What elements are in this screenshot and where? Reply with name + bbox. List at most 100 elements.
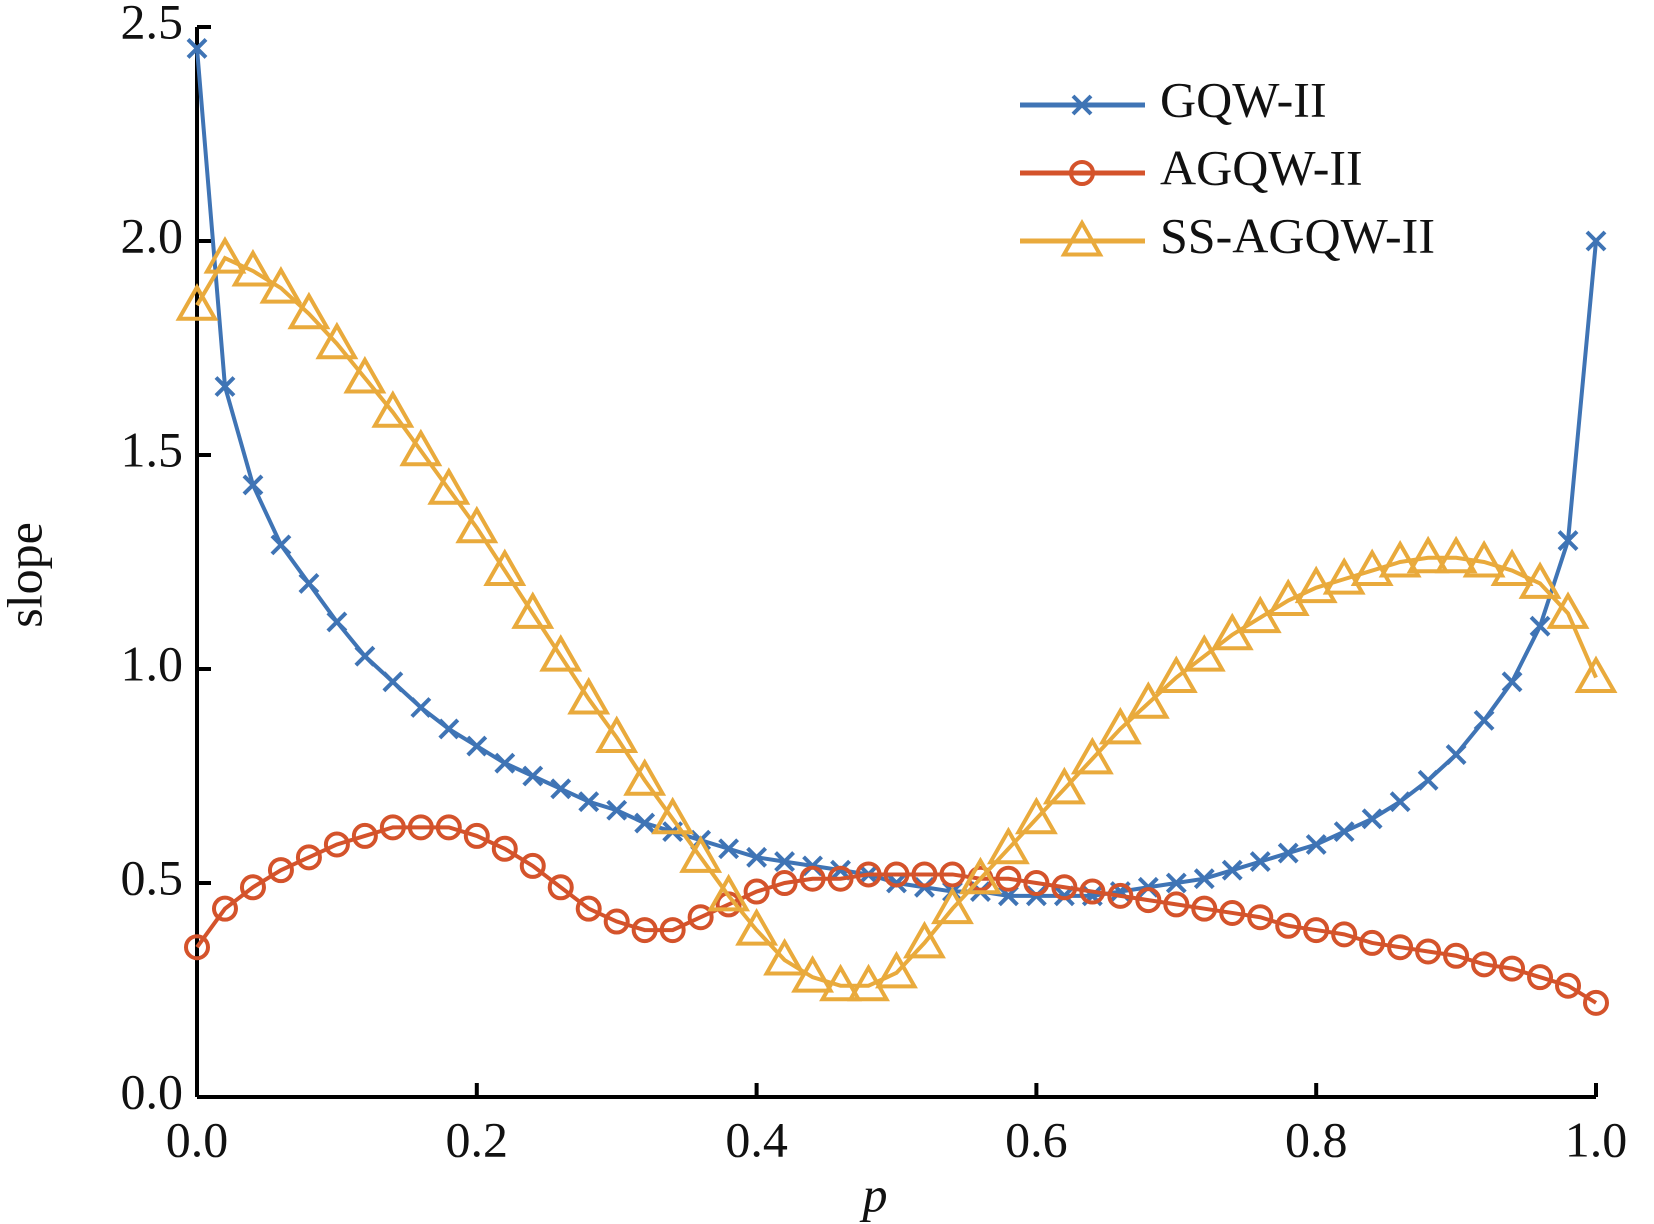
marker-circle (1555, 972, 1582, 999)
marker-triangle (511, 591, 555, 629)
marker-triangle (595, 715, 639, 753)
marker-x (1473, 709, 1495, 731)
series-line (195, 48, 1598, 898)
marker-circle (1387, 934, 1414, 961)
marker-triangle (1322, 557, 1366, 595)
series-line (195, 255, 1598, 988)
marker-triangle (931, 886, 974, 925)
marker-circle (1415, 938, 1442, 965)
marker-triangle (371, 390, 415, 428)
marker-circle (295, 844, 322, 871)
marker-circle (1163, 891, 1190, 918)
marker-triangle (903, 920, 946, 959)
marker-circle (1527, 964, 1554, 991)
marker-circle (855, 861, 882, 888)
y-axis-label: slope (0, 522, 52, 628)
marker-x (1529, 615, 1551, 637)
marker-circle (1303, 917, 1330, 944)
y-tick-label: 2.0 (121, 207, 184, 263)
marker-circle (519, 852, 546, 879)
marker-circle (659, 917, 686, 944)
x-axis-label: p (860, 1166, 888, 1222)
legend-label: AGQW-II (1160, 139, 1363, 195)
marker-triangle (763, 938, 807, 976)
marker-triangle (315, 321, 359, 360)
marker-triangle (1182, 634, 1226, 672)
marker-triangle (483, 548, 527, 587)
marker-triangle (1518, 561, 1562, 599)
legend-label: SS-AGQW-II (1160, 207, 1435, 263)
marker-triangle (707, 873, 751, 912)
y-tick-label: 0.0 (121, 1063, 184, 1119)
marker-triangle (875, 950, 918, 989)
marker-x (1333, 821, 1355, 843)
marker-triangle (1266, 578, 1310, 617)
marker-triangle (1490, 548, 1534, 587)
marker-x (606, 799, 628, 821)
marker-circle (911, 861, 938, 888)
marker-triangle (986, 826, 1030, 865)
marker-x (1389, 791, 1411, 813)
series-line (195, 825, 1598, 1005)
marker-circle (379, 814, 406, 841)
marker-x (522, 765, 544, 787)
marker-triangle (958, 856, 1002, 895)
marker-circle (1069, 160, 1095, 186)
marker-circle (323, 831, 350, 858)
marker-circle (1247, 904, 1274, 931)
marker-x (494, 752, 516, 774)
marker-triangle (1406, 535, 1450, 574)
marker-triangle (1378, 539, 1422, 578)
marker-circle (1359, 929, 1386, 956)
x-tick-label: 0.0 (166, 1111, 229, 1167)
marker-triangle (1546, 591, 1590, 629)
marker-x (886, 872, 907, 894)
marker-triangle (175, 283, 219, 321)
marker-triangle (847, 963, 890, 1002)
marker-circle (547, 874, 574, 901)
marker-x (186, 37, 208, 59)
marker-x (438, 718, 460, 740)
marker-circle (631, 917, 658, 944)
marker-x (718, 838, 740, 860)
x-tick-label: 1.0 (1565, 1111, 1628, 1167)
marker-circle (939, 861, 966, 888)
marker-x (214, 376, 236, 397)
marker-circle (827, 865, 854, 892)
marker-circle (267, 857, 294, 884)
marker-triangle (651, 796, 695, 835)
marker-x (270, 534, 292, 556)
marker-triangle (1154, 655, 1198, 694)
marker-triangle (623, 758, 667, 796)
marker-x (1071, 94, 1093, 116)
marker-x (1361, 808, 1383, 830)
y-tick-label: 2.5 (121, 0, 184, 49)
marker-triangle (819, 963, 862, 1002)
marker-circle (1191, 895, 1218, 922)
marker-circle (463, 822, 490, 849)
marker-circle (1499, 955, 1526, 982)
x-tick-label: 0.2 (446, 1111, 509, 1167)
marker-x (1417, 769, 1439, 791)
marker-triangle (1098, 706, 1142, 745)
marker-x (354, 645, 376, 667)
marker-triangle (791, 955, 835, 993)
marker-circle (184, 934, 210, 961)
marker-x (746, 846, 768, 868)
marker-triangle (1294, 565, 1338, 604)
marker-circle (1051, 874, 1078, 901)
marker-x (298, 572, 320, 594)
marker-triangle (1042, 766, 1086, 805)
marker-triangle (259, 266, 303, 304)
marker-circle (407, 814, 434, 841)
marker-x (466, 735, 488, 757)
marker-x (1165, 872, 1187, 894)
marker-circle (743, 878, 770, 905)
marker-triangle (203, 236, 247, 274)
marker-circle (1471, 951, 1498, 978)
marker-circle (491, 835, 518, 862)
marker-circle (1443, 942, 1470, 969)
legend-label: GQW-II (1160, 71, 1327, 127)
marker-x (1585, 230, 1607, 252)
